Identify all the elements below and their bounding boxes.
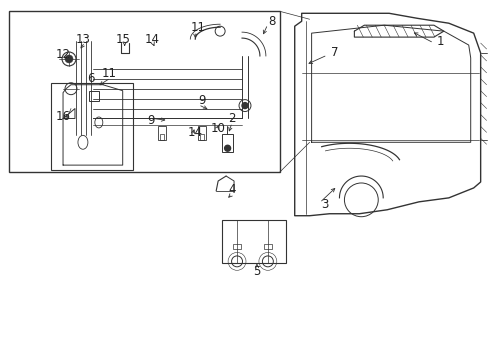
Bar bbox=[264, 243, 271, 249]
Text: 6: 6 bbox=[87, 72, 95, 85]
Bar bbox=[158, 126, 166, 140]
Text: 10: 10 bbox=[210, 122, 225, 135]
Text: 3: 3 bbox=[320, 198, 327, 211]
Text: 7: 7 bbox=[330, 46, 338, 59]
Text: 9: 9 bbox=[198, 94, 205, 107]
Text: 15: 15 bbox=[115, 33, 130, 46]
Text: 4: 4 bbox=[228, 184, 235, 197]
Text: 8: 8 bbox=[267, 15, 275, 28]
Text: 12: 12 bbox=[56, 49, 70, 62]
Text: 2: 2 bbox=[228, 112, 235, 125]
Text: 5: 5 bbox=[253, 265, 260, 278]
Text: 14: 14 bbox=[187, 126, 203, 139]
Bar bbox=[222, 220, 285, 264]
Bar bbox=[160, 134, 164, 140]
Circle shape bbox=[224, 145, 230, 151]
Bar bbox=[200, 134, 204, 140]
Text: 11: 11 bbox=[190, 21, 205, 34]
Bar bbox=[233, 243, 241, 249]
Bar bbox=[51, 83, 132, 170]
Text: 9: 9 bbox=[146, 114, 154, 127]
Text: 14: 14 bbox=[145, 33, 160, 46]
Bar bbox=[89, 91, 99, 100]
Text: 1: 1 bbox=[436, 35, 444, 48]
Bar bbox=[9, 11, 279, 172]
Text: 11: 11 bbox=[101, 67, 116, 80]
Circle shape bbox=[242, 103, 247, 109]
Circle shape bbox=[65, 55, 73, 63]
Text: 16: 16 bbox=[56, 110, 70, 123]
Bar bbox=[222, 134, 233, 152]
Text: 13: 13 bbox=[75, 33, 90, 46]
Bar bbox=[198, 126, 206, 140]
